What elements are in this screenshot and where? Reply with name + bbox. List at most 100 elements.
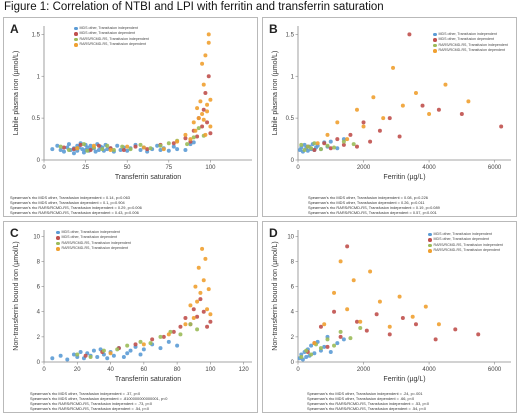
x-tick-label: 2000 (357, 165, 371, 171)
legend-item: MDS other, Transfusion independent (56, 230, 131, 235)
data-point (436, 107, 441, 112)
y-tick-label: 10 (287, 234, 294, 240)
data-point (75, 352, 80, 357)
data-point (141, 347, 146, 352)
data-point (88, 354, 93, 359)
data-point (328, 146, 333, 151)
data-point (193, 128, 198, 133)
data-point (453, 327, 458, 332)
legend-label: MDS other, Transfusion independent (433, 232, 492, 236)
data-point (188, 322, 193, 327)
data-point (201, 107, 206, 112)
legend-label: MDS other, Transfusion dependent (438, 37, 495, 42)
legend-marker (428, 249, 432, 253)
data-point (203, 53, 208, 58)
stat-line: Spearman's rho MDS other, Transfusion de… (30, 396, 168, 401)
data-point (191, 140, 196, 145)
data-point (335, 120, 340, 125)
legend-label: RARS/RCMD-RS, Transfusion dependent (433, 248, 501, 253)
data-point (387, 116, 392, 121)
data-point (433, 337, 438, 342)
data-point (368, 269, 373, 274)
y-tick-label: 2 (291, 335, 295, 341)
y-tick-label: 8 (291, 259, 295, 265)
data-point (195, 106, 200, 111)
data-point (115, 143, 120, 148)
data-point (335, 146, 340, 151)
legend-item: MDS other, Transfusion independent (433, 32, 508, 37)
data-point (75, 146, 80, 151)
data-point (55, 143, 60, 148)
y-axis-label: Labile plasma iron (µmol/L) (272, 51, 279, 136)
panel-c: C 0 20 40 60 80 100 120 0 2 4 6 8 10 Transferrin satu… (3, 221, 258, 413)
data-point (332, 145, 337, 150)
legend-marker (433, 32, 437, 37)
correlation-stats: Spearman's rho MDS other, Transfusion in… (10, 195, 142, 215)
data-point (206, 32, 211, 37)
data-point (203, 132, 208, 137)
data-point (148, 146, 153, 151)
legend-item: RARS/RCMD-RS, Transfusion dependent (56, 246, 131, 251)
x-tick-label: 0 (42, 165, 46, 171)
data-point (121, 147, 126, 152)
data-point (201, 82, 206, 87)
legend-marker (56, 230, 60, 235)
data-point (315, 141, 320, 146)
x-tick-label: 75 (165, 165, 172, 171)
legend-label: MDS other, Transfusion dependent (61, 235, 118, 240)
data-point (201, 278, 206, 283)
data-point (332, 343, 337, 348)
data-point (322, 141, 327, 146)
y-axis-label: Non-transferrin bound iron (µmol/L) (13, 241, 20, 350)
data-point (312, 147, 317, 152)
data-point (195, 327, 200, 332)
data-point (387, 324, 392, 329)
legend-item: MDS other, Transfusion independent (428, 232, 503, 237)
data-point (183, 322, 188, 327)
data-point (166, 332, 171, 337)
correlation-stats: Spearman's rho MDS other, Transfusion in… (308, 195, 440, 215)
data-point (332, 290, 337, 295)
legend-marker (74, 32, 78, 36)
x-tick-label: 6000 (488, 367, 502, 373)
data-point (325, 337, 330, 342)
data-point (309, 352, 314, 357)
data-point (191, 135, 196, 140)
data-point (397, 294, 402, 299)
y-tick-label: 1 (291, 74, 295, 80)
x-tick-label: 25 (82, 165, 89, 171)
data-point (309, 146, 314, 151)
data-point (91, 143, 96, 148)
legend-label: RARS/RCMD-RS, Transfusion independent (433, 242, 503, 247)
data-point (205, 102, 210, 107)
data-point (108, 351, 113, 356)
data-point (198, 297, 203, 302)
stat-line: Spearman's rho MDS other, Transfusion in… (10, 195, 130, 200)
data-point (205, 109, 210, 114)
data-point (364, 328, 369, 333)
panel-b: B 0 2000 4000 6000 0 0.5 1 1.5 Ferritin (µg/L) La… (262, 17, 517, 217)
data-point (71, 352, 76, 357)
panel-d: D 0 2000 4000 6000 0 2 4 6 8 10 Ferritin (µg/L) Non… (262, 221, 517, 413)
data-point (200, 246, 205, 251)
stat-line: Spearman's rho RARS/RCMD-RS, Transfusion… (30, 401, 153, 406)
panel-letter: A (10, 22, 19, 36)
data-point (371, 95, 376, 100)
legend: MDS other, Transfusion independent MDS o… (433, 32, 508, 54)
data-point (95, 354, 100, 359)
data-point (88, 147, 93, 152)
y-tick-label: 1.5 (286, 32, 295, 38)
legend-item: RARS/RCMD-RS, Transfusion dependent (433, 48, 508, 53)
data-point (335, 341, 340, 346)
data-point (208, 131, 213, 136)
y-tick-label: 1 (37, 74, 41, 80)
data-point (178, 332, 183, 337)
data-point (85, 145, 90, 150)
correlation-stats: Spearman's rho MDS other, Transfusion in… (307, 391, 429, 411)
data-point (85, 148, 90, 153)
data-point (66, 147, 71, 152)
data-point (155, 143, 160, 148)
data-point (322, 344, 327, 349)
data-point (71, 147, 76, 152)
data-point (100, 147, 105, 152)
